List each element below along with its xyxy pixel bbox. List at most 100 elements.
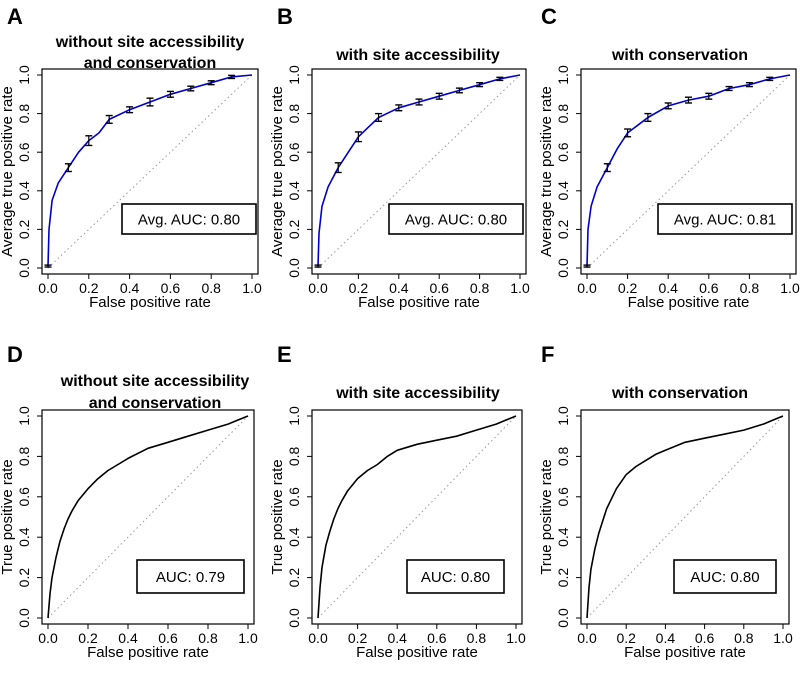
error-bar (228, 74, 236, 80)
error-bar (476, 82, 484, 88)
y-tick-label: 0.8 (555, 446, 571, 466)
plot-frame (41, 409, 255, 625)
auc-label: AUC: 0.80 (421, 569, 490, 586)
panel-letter: E (277, 342, 292, 367)
error-bar (644, 112, 652, 123)
x-tick-label: 1.0 (510, 280, 530, 296)
y-tick-label: 0.6 (16, 142, 32, 162)
auc-box (136, 559, 245, 594)
x-tick-label: 0.4 (656, 630, 676, 646)
roc-curve (317, 415, 517, 619)
error-bar (415, 98, 423, 106)
error-bar (395, 104, 403, 112)
auc-box (406, 559, 505, 594)
chart-title-line: and conservation (84, 55, 216, 72)
x-tick-label: 0.8 (740, 280, 760, 296)
error-bar (207, 80, 215, 86)
error-bar (455, 87, 463, 94)
auc-label: Avg. AUC: 0.80 (405, 212, 507, 229)
plot-frame (41, 68, 259, 275)
y-tick-label: 0.8 (555, 104, 571, 124)
x-tick-label: 0.2 (616, 630, 636, 646)
x-axis-label: False positive rate (628, 294, 750, 311)
x-tick-label: 0.8 (467, 630, 487, 646)
y-tick-label: 0.0 (16, 258, 32, 278)
y-axis-label: Average true positive rate (538, 86, 555, 257)
chart-title-line: without site accessibility (60, 373, 250, 390)
x-axis-label: False positive rate (87, 644, 209, 661)
error-bar (44, 264, 52, 268)
x-tick-label: 1.0 (773, 630, 793, 646)
auc-box (657, 203, 793, 235)
error-bar (583, 264, 591, 268)
x-tick-label: 0.6 (695, 630, 715, 646)
x-tick-label: 0.6 (427, 630, 447, 646)
x-tick-label: 0.8 (201, 280, 221, 296)
auc-label: Avg. AUC: 0.80 (138, 212, 240, 229)
roc-curve (47, 74, 253, 267)
y-tick-label: 0.8 (286, 104, 302, 124)
error-bar (166, 90, 174, 98)
y-tick-label: 0.0 (286, 608, 302, 628)
error-bar (664, 102, 672, 110)
y-tick-label: 0.6 (16, 487, 32, 507)
error-bar (435, 92, 443, 100)
x-tick-label: 0.4 (389, 280, 409, 296)
x-tick-label: 0.8 (198, 630, 218, 646)
auc-label: Avg. AUC: 0.81 (674, 212, 776, 229)
y-tick-label: 0.2 (555, 568, 571, 588)
y-axis-label: Average true positive rate (269, 86, 286, 257)
diagonal-reference-line (586, 415, 784, 619)
error-bar (725, 85, 733, 92)
error-bar (603, 163, 611, 173)
y-tick-label: 1.0 (555, 65, 571, 85)
y-tick-label: 0.4 (16, 181, 32, 201)
x-tick-label: 0.2 (79, 280, 99, 296)
x-tick-label: 0.0 (38, 280, 58, 296)
plot-frame (311, 68, 527, 275)
x-tick-label: 1.0 (242, 280, 262, 296)
y-tick-label: 0.6 (555, 142, 571, 162)
diagonal-reference-line (317, 74, 521, 269)
y-tick-label: 0.2 (16, 219, 32, 239)
auc-label: AUC: 0.80 (690, 569, 759, 586)
error-bar (766, 76, 774, 82)
x-tick-label: 0.2 (348, 630, 368, 646)
x-tick-label: 0.6 (429, 280, 449, 296)
y-tick-label: 0.4 (555, 527, 571, 547)
y-tick-label: 0.0 (555, 258, 571, 278)
x-tick-label: 0.4 (120, 280, 140, 296)
x-tick-label: 0.4 (118, 630, 138, 646)
x-axis-label: False positive rate (358, 294, 480, 311)
y-tick-label: 1.0 (16, 65, 32, 85)
plot-frame (580, 409, 790, 625)
x-tick-label: 1.0 (780, 280, 800, 296)
error-bar (187, 85, 195, 92)
plot-frame (580, 68, 797, 275)
error-bar (624, 128, 632, 138)
auc-box (388, 203, 524, 235)
y-tick-label: 0.8 (286, 446, 302, 466)
error-bar (146, 97, 154, 107)
y-tick-label: 0.0 (555, 608, 571, 628)
x-tick-label: 1.0 (506, 630, 526, 646)
panel-letter: F (541, 342, 554, 367)
y-tick-label: 0.8 (16, 446, 32, 466)
roc-curve (586, 415, 784, 619)
x-axis-label: False positive rate (356, 644, 478, 661)
y-tick-label: 0.8 (16, 104, 32, 124)
error-bar (496, 76, 504, 82)
x-tick-label: 0.0 (308, 280, 328, 296)
x-axis-label: False positive rate (89, 294, 211, 311)
y-tick-label: 0.0 (16, 608, 32, 628)
chart-title-line: with conservation (611, 385, 748, 402)
y-tick-label: 0.2 (555, 219, 571, 239)
x-tick-label: 0.8 (734, 630, 754, 646)
x-tick-label: 0.2 (78, 630, 98, 646)
panel-letter: D (7, 342, 23, 367)
chart-title-line: with conservation (611, 47, 748, 64)
error-bar (375, 112, 383, 123)
